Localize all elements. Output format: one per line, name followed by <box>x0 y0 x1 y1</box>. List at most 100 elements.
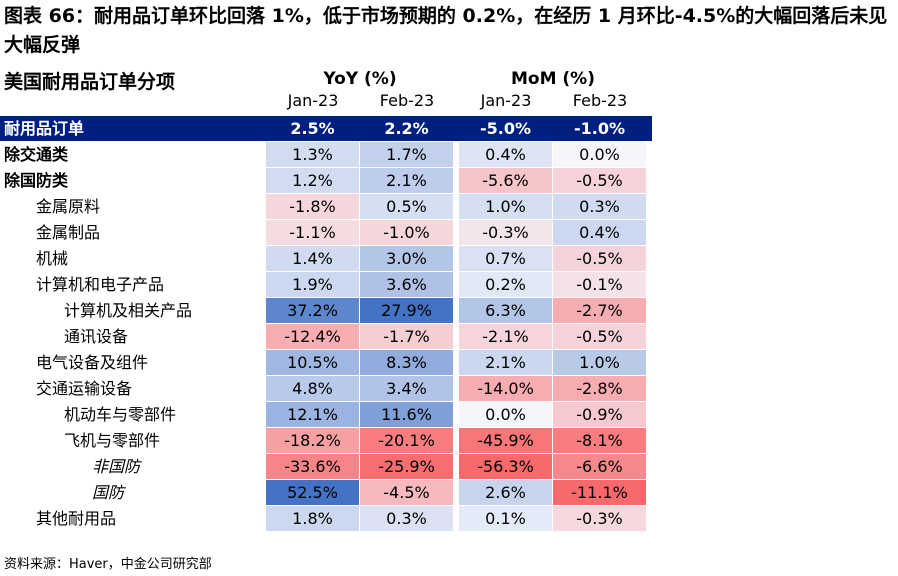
table-cell: 1.0% <box>553 350 646 375</box>
column-header: Feb-23 <box>572 91 628 110</box>
column-header: Jan-23 <box>287 91 339 110</box>
table-cell: -1.1% <box>266 220 359 245</box>
table-cell: 0.0% <box>553 142 646 167</box>
table-cell: 52.5% <box>266 480 359 505</box>
table-cell: 1.4% <box>266 246 359 271</box>
table-cell: 11.6% <box>360 402 453 427</box>
table-cell: 0.4% <box>553 220 646 245</box>
row-label: 除国防类 <box>4 171 69 190</box>
row-header: 美国耐用品订单分项 <box>4 71 176 93</box>
table-cell: -25.9% <box>360 454 453 479</box>
table-row: 飞机与零部件 -18.2% -20.1% -45.9% -8.1% <box>0 428 652 453</box>
table-cell: 4.8% <box>266 376 359 401</box>
group-header-row: 美国耐用品订单分项 YoY (%) MoM (%) <box>0 64 652 93</box>
table-row: 非国防 -33.6% -25.9% -56.3% -6.6% <box>0 454 652 479</box>
row-label: 金属原料 <box>36 197 101 216</box>
table-row: 金属原料 -1.8% 0.5% 1.0% 0.3% <box>0 194 652 219</box>
row-label: 机动车与零部件 <box>64 405 177 424</box>
table-cell: 2.6% <box>459 480 552 505</box>
table-cell: -5.0% <box>479 119 531 138</box>
table-cell: 1.7% <box>360 142 453 167</box>
table-cell: 0.7% <box>459 246 552 271</box>
row-label: 耐用品订单 <box>4 119 85 138</box>
table-cell: -20.1% <box>360 428 453 453</box>
table-row: 机械 1.4% 3.0% 0.7% -0.5% <box>0 246 652 271</box>
source-note: 资料来源：Haver，中金公司研究部 <box>4 557 212 572</box>
row-label: 电气设备及组件 <box>36 353 149 372</box>
table-row: 除交通类 1.3% 1.7% 0.4% 0.0% <box>0 142 652 167</box>
table-cell: 0.1% <box>459 506 552 531</box>
row-label: 计算机和电子产品 <box>36 275 165 294</box>
table-cell: 10.5% <box>266 350 359 375</box>
table-cell: 2.2% <box>384 119 429 138</box>
table-cell: 0.3% <box>360 506 453 531</box>
table-cell: 1.0% <box>459 194 552 219</box>
table-cell: -1.7% <box>360 324 453 349</box>
table-cell: 2.1% <box>459 350 552 375</box>
table-row: 计算机和电子产品 1.9% 3.6% 0.2% -0.1% <box>0 272 652 297</box>
group-header-yoy: YoY (%) <box>323 69 397 89</box>
row-label: 除交通类 <box>4 145 69 164</box>
table-cell: 3.0% <box>360 246 453 271</box>
table-cell: 37.2% <box>266 298 359 323</box>
table-cell: -2.8% <box>553 376 646 401</box>
table-cell: -12.4% <box>266 324 359 349</box>
table-row-total: 耐用品订单 2.5% 2.2% -5.0% -1.0% <box>0 116 652 141</box>
row-label: 机械 <box>36 249 69 268</box>
chart-title: 图表 66：耐用品订单环比回落 1%，低于市场预期的 0.2%，在经历 1 月环… <box>4 5 888 56</box>
table-cell: -0.5% <box>553 168 646 193</box>
table-cell: -1.8% <box>266 194 359 219</box>
row-label: 交通运输设备 <box>36 379 133 398</box>
table-cell: -18.2% <box>266 428 359 453</box>
table-cell: -0.5% <box>553 324 646 349</box>
table-row: 通讯设备 -12.4% -1.7% -2.1% -0.5% <box>0 324 652 349</box>
table-cell: -56.3% <box>459 454 552 479</box>
row-label: 通讯设备 <box>64 327 129 346</box>
table-cell: -11.1% <box>553 480 646 505</box>
table-cell: -0.1% <box>553 272 646 297</box>
table-cell: 8.3% <box>360 350 453 375</box>
table-row: 交通运输设备 4.8% 3.4% -14.0% -2.8% <box>0 376 652 401</box>
table-cell: -0.9% <box>553 402 646 427</box>
table-cell: -1.0% <box>360 220 453 245</box>
column-header-row: Jan-23 Feb-23 Jan-23 Feb-23 <box>0 90 652 116</box>
table-cell: 0.5% <box>360 194 453 219</box>
table-cell: 0.2% <box>459 272 552 297</box>
table-cell: 27.9% <box>360 298 453 323</box>
table-cell: -2.1% <box>459 324 552 349</box>
table-cell: -1.0% <box>573 119 625 138</box>
table-cell: -45.9% <box>459 428 552 453</box>
table-cell: 2.5% <box>290 119 335 138</box>
table-cell: 3.6% <box>360 272 453 297</box>
row-label: 飞机与零部件 <box>64 431 161 450</box>
table-row: 其他耐用品 1.8% 0.3% 0.1% -0.3% <box>0 506 652 531</box>
table-cell: -0.5% <box>553 246 646 271</box>
table-cell: -14.0% <box>459 376 552 401</box>
column-header: Feb-23 <box>379 91 435 110</box>
table-row: 金属制品 -1.1% -1.0% -0.3% 0.4% <box>0 220 652 245</box>
row-label: 计算机及相关产品 <box>64 301 193 320</box>
table-body: 耐用品订单 2.5% 2.2% -5.0% -1.0% 除交通类 1.3% 1.7% 0.4% 0… <box>0 116 652 531</box>
table-cell: 0.4% <box>459 142 552 167</box>
table-cell: -8.1% <box>553 428 646 453</box>
table-row: 计算机及相关产品 37.2% 27.9% 6.3% -2.7% <box>0 298 652 323</box>
row-label: 其他耐用品 <box>36 509 117 528</box>
table-cell: 1.2% <box>266 168 359 193</box>
table-cell: -5.6% <box>459 168 552 193</box>
table-row: 除国防类 1.2% 2.1% -5.6% -0.5% <box>0 168 652 193</box>
row-label: 国防 <box>92 483 125 502</box>
group-header-mom: MoM (%) <box>510 69 595 89</box>
table-cell: 1.9% <box>266 272 359 297</box>
table-cell: 0.0% <box>459 402 552 427</box>
table-cell: 1.3% <box>266 142 359 167</box>
table-cell: 2.1% <box>360 168 453 193</box>
table-cell: 3.4% <box>360 376 453 401</box>
table-cell: -0.3% <box>553 506 646 531</box>
row-label: 非国防 <box>92 457 141 476</box>
table-cell: 0.3% <box>553 194 646 219</box>
table-row: 电气设备及组件 10.5% 8.3% 2.1% 1.0% <box>0 350 652 375</box>
table-row: 机动车与零部件 12.1% 11.6% 0.0% -0.9% <box>0 402 652 427</box>
data-table: 美国耐用品订单分项 YoY (%) MoM (%) Jan-23 Feb-23 … <box>0 64 652 532</box>
column-header: Jan-23 <box>480 91 532 110</box>
table-cell: -6.6% <box>553 454 646 479</box>
